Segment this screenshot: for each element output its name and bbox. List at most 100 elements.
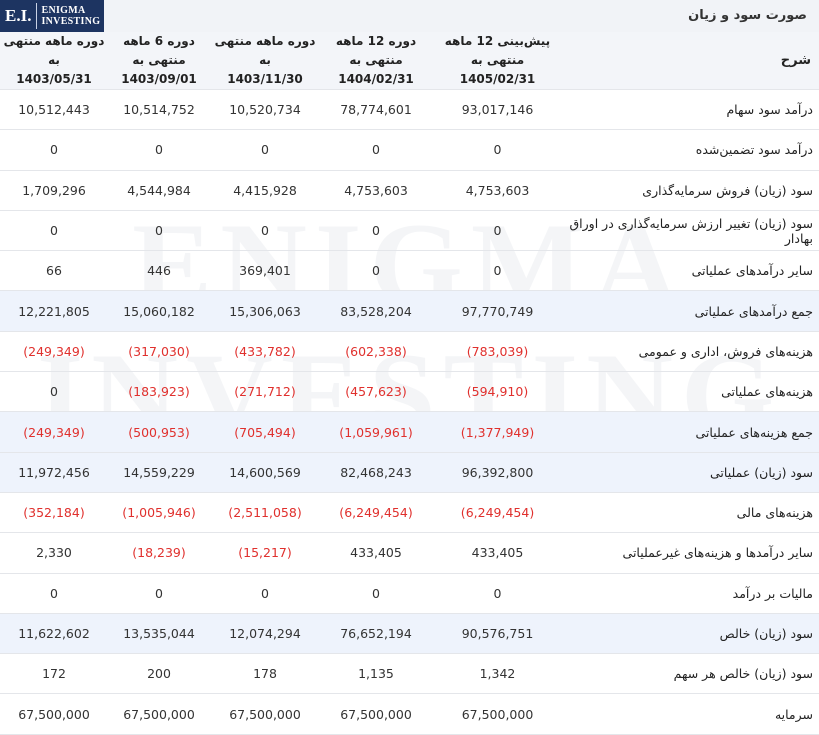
row-label: سایر درآمدهای عملیاتی <box>563 250 819 292</box>
logo[interactable]: E.I. Enigma Investing <box>0 0 104 32</box>
row-label: سود (زیان) عملیاتی <box>563 452 819 493</box>
table-row: هزینه‌های عملیاتی (594,910) (457,623) (271,… <box>0 371 819 413</box>
row-label: جمع هزینه‌های عملیاتی <box>563 411 819 453</box>
cell-value: 12,074,294 <box>210 613 320 655</box>
cell-value: 0 <box>320 129 432 171</box>
logo-word: Investing <box>41 16 101 27</box>
cell-value: 67,500,000 <box>0 693 108 735</box>
cell-value: (433,782) <box>210 331 320 373</box>
header-row: شرح پیش‌بینی 12 ماهه منتهی به 1405/02/31 دو… <box>0 32 819 90</box>
row-label: سود (زیان) فروش سرمایه‌گذاری <box>563 170 819 211</box>
cell-value: 11,972,456 <box>0 452 108 493</box>
cell-value: 433,405 <box>320 532 432 574</box>
cell-value: (18,239) <box>108 532 210 574</box>
cell-value: 0 <box>108 210 210 252</box>
cell-value: (1,377,949) <box>432 411 563 453</box>
cell-value: 4,753,603 <box>320 170 432 211</box>
logo-mark: E.I. <box>0 3 38 29</box>
cell-value: 78,774,601 <box>320 89 432 131</box>
cell-value: 76,652,194 <box>320 613 432 655</box>
cell-value: 178 <box>210 653 320 695</box>
cell-value: 369,401 <box>210 250 320 292</box>
cell-value: 200 <box>108 653 210 695</box>
cell-value: 0 <box>432 250 563 292</box>
cell-value: 0 <box>320 573 432 614</box>
table-row: سود (زیان) خالص هر سهم 1,342 1,135 178 200 17… <box>0 653 819 695</box>
row-label: هزینه‌های عملیاتی <box>563 371 819 413</box>
cell-value: (15,217) <box>210 532 320 574</box>
cell-value: 0 <box>0 210 108 252</box>
column-date: 1403/11/30 <box>227 72 303 86</box>
cell-value: 0 <box>432 210 563 252</box>
logo-word: Enigma <box>41 5 86 16</box>
cell-value: (317,030) <box>108 331 210 373</box>
cell-value: (457,623) <box>320 371 432 413</box>
row-label: جمع درآمدهای عملیاتی <box>563 290 819 332</box>
cell-value: 4,544,984 <box>108 170 210 211</box>
column-title: دوره 12 ماهه منتهی به <box>335 34 417 67</box>
cell-value: (1,059,961) <box>320 411 432 453</box>
logo-name: Enigma Investing <box>37 5 100 27</box>
column-header: دوره ماهه منتهی به 1403/11/30 <box>210 32 320 90</box>
cell-value: 0 <box>320 210 432 252</box>
cell-value: (783,039) <box>432 331 563 373</box>
cell-value: 10,512,443 <box>0 89 108 131</box>
column-title: دوره ماهه منتهی به <box>3 34 105 67</box>
row-label: سود (زیان) تغییر ارزش سرمایه‌گذاری در او… <box>563 210 819 252</box>
table-row: سود (زیان) عملیاتی 96,392,800 82,468,243 14… <box>0 452 819 493</box>
table-row: جمع درآمدهای عملیاتی 97,770,749 83,528,204… <box>0 290 819 332</box>
cell-value: 67,500,000 <box>210 693 320 735</box>
cell-value: 0 <box>432 129 563 171</box>
top-bar: E.I. Enigma Investing صورت سود و زیان <box>0 0 819 33</box>
column-header: شرح <box>563 32 819 90</box>
row-label: هزینه‌های مالی <box>563 492 819 534</box>
page-title: صورت سود و زیان <box>688 8 807 23</box>
cell-value: 14,559,229 <box>108 452 210 493</box>
cell-value: 0 <box>108 129 210 171</box>
cell-value: 1,342 <box>432 653 563 695</box>
cell-value: 90,576,751 <box>432 613 563 655</box>
table-row: سایر درآمدها و هزینه‌های غیرعملیاتی 433,4… <box>0 532 819 574</box>
cell-value: (602,338) <box>320 331 432 373</box>
cell-value: (705,494) <box>210 411 320 453</box>
column-date: 1404/02/31 <box>338 72 414 86</box>
cell-value: (249,349) <box>0 331 108 373</box>
cell-value: 4,753,603 <box>432 170 563 211</box>
cell-value: 0 <box>210 573 320 614</box>
column-date: 1403/09/01 <box>121 72 197 86</box>
cell-value: 15,306,063 <box>210 290 320 332</box>
cell-value: 0 <box>0 573 108 614</box>
cell-value: 13,535,044 <box>108 613 210 655</box>
table-row: درآمد سود تضمین‌شده 0 0 0 0 0 <box>0 129 819 171</box>
cell-value: 66 <box>0 250 108 292</box>
column-title: دوره 6 ماهه منتهی به <box>123 34 195 67</box>
cell-value: 83,528,204 <box>320 290 432 332</box>
cell-value: 0 <box>0 129 108 171</box>
cell-value: 82,468,243 <box>320 452 432 493</box>
table-row: درآمد سود سهام 93,017,146 78,774,601 10,520… <box>0 89 819 131</box>
cell-value: 433,405 <box>432 532 563 574</box>
cell-value: (2,511,058) <box>210 492 320 534</box>
cell-value: 0 <box>210 210 320 252</box>
column-header: پیش‌بینی 12 ماهه منتهی به 1405/02/31 <box>432 32 563 90</box>
cell-value: (1,005,946) <box>108 492 210 534</box>
row-label: مالیات بر درآمد <box>563 573 819 614</box>
cell-value: 1,135 <box>320 653 432 695</box>
cell-value: 1,709,296 <box>0 170 108 211</box>
cell-value: 67,500,000 <box>432 693 563 735</box>
table-row: هزینه‌های مالی (6,249,454) (6,249,454) (2,5… <box>0 492 819 534</box>
table-row: سود (زیان) تغییر ارزش سرمایه‌گذاری در او… <box>0 210 819 252</box>
cell-value: 10,514,752 <box>108 89 210 131</box>
cell-value: (352,184) <box>0 492 108 534</box>
cell-value: 11,622,602 <box>0 613 108 655</box>
cell-value: 4,415,928 <box>210 170 320 211</box>
table-row: مالیات بر درآمد 0 0 0 0 0 <box>0 573 819 614</box>
table-row: هزینه‌های فروش، اداری و عمومی (783,039) (6… <box>0 331 819 373</box>
cell-value: (183,923) <box>108 371 210 413</box>
cell-value: 172 <box>0 653 108 695</box>
column-date: 1405/02/31 <box>459 72 536 86</box>
cell-value: (249,349) <box>0 411 108 453</box>
column-date: 1403/05/31 <box>16 72 92 86</box>
row-label: درآمد سود سهام <box>563 89 819 131</box>
